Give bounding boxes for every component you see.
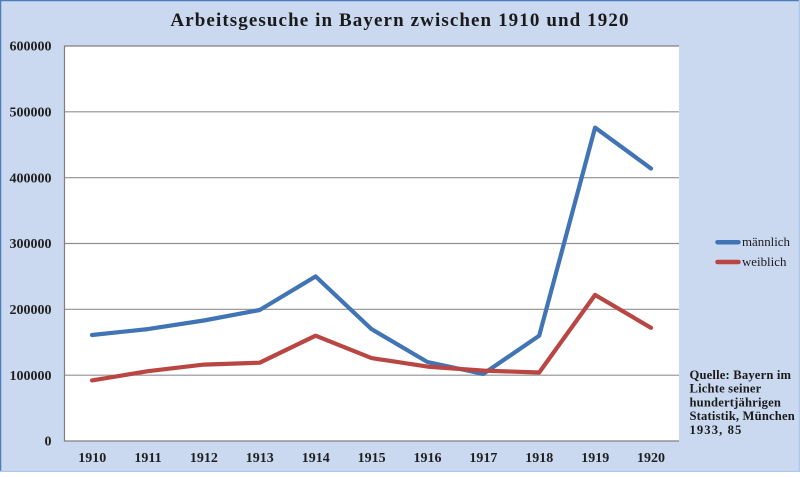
svg-text:500000: 500000	[10, 106, 52, 121]
svg-text:Quelle: Bayern im: Quelle: Bayern im	[690, 368, 792, 382]
svg-text:Statistik, München: Statistik, München	[690, 409, 795, 423]
svg-text:1910: 1910	[78, 451, 106, 466]
svg-text:1913: 1913	[246, 451, 274, 466]
svg-text:600000: 600000	[10, 40, 52, 55]
svg-text:1916: 1916	[414, 451, 442, 466]
svg-text:1914: 1914	[302, 451, 330, 466]
svg-text:100000: 100000	[10, 369, 52, 384]
svg-text:1911: 1911	[134, 451, 161, 466]
svg-text:1912: 1912	[190, 451, 218, 466]
svg-text:1919: 1919	[581, 451, 609, 466]
svg-text:Lichte seiner: Lichte seiner	[690, 382, 762, 396]
svg-text:1933, 85: 1933, 85	[690, 423, 743, 437]
svg-text:hundertjährigen: hundertjährigen	[690, 395, 782, 409]
svg-text:300000: 300000	[10, 237, 52, 252]
svg-text:1917: 1917	[469, 451, 497, 466]
svg-text:1920: 1920	[637, 451, 665, 466]
svg-text:männlich: männlich	[742, 235, 791, 249]
svg-text:weiblich: weiblich	[742, 255, 787, 269]
svg-text:1918: 1918	[525, 451, 553, 466]
svg-text:Arbeitsgesuche in Bayern zwisc: Arbeitsgesuche in Bayern zwischen 1910 u…	[170, 10, 629, 31]
svg-text:0: 0	[45, 435, 52, 450]
svg-text:200000: 200000	[10, 303, 52, 318]
svg-text:1915: 1915	[358, 451, 386, 466]
svg-text:400000: 400000	[10, 171, 52, 186]
